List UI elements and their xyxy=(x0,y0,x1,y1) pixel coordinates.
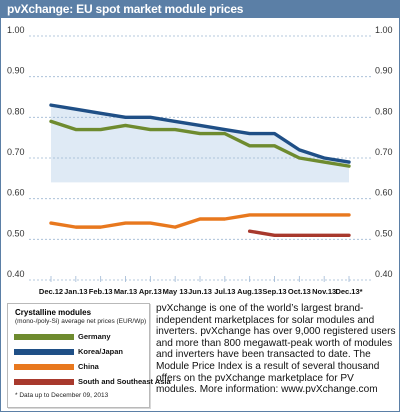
x-tick-label: Dec.13* xyxy=(335,287,362,296)
legend-swatch-germany xyxy=(14,334,74,340)
legend-swatch-south-southeast-asia xyxy=(14,379,74,385)
y-tick-label-right: 0.50 xyxy=(375,228,393,238)
legend-label-south-southeast-asia: South and Southeast Asia xyxy=(78,377,171,386)
x-tick-label: Apr.13 xyxy=(139,287,162,296)
y-tick-label-right: 0.40 xyxy=(375,269,393,279)
y-tick-label-left: 0.80 xyxy=(7,106,25,116)
x-tick-label: Jan.13 xyxy=(64,287,87,296)
x-tick-label: Feb.13 xyxy=(89,287,113,296)
y-tick-label-left: 0.70 xyxy=(7,147,25,157)
y-tick-label-left: 0.40 xyxy=(7,269,25,279)
x-tick-label: May 13 xyxy=(163,287,188,296)
series-line-korea-japan xyxy=(49,103,351,164)
legend-swatch-korea-japan xyxy=(14,349,74,355)
y-tick-label-left: 1.00 xyxy=(7,25,25,35)
x-tick-label: Oct.13 xyxy=(288,287,311,296)
legend-label-china: China xyxy=(78,362,99,371)
legend-swatch-china xyxy=(14,364,74,370)
series-line-china xyxy=(49,213,351,229)
x-tick-label: Mar.13 xyxy=(114,287,137,296)
y-tick-label-left: 0.50 xyxy=(7,228,25,238)
y-tick-label-left: 0.60 xyxy=(7,188,25,198)
chart-title: pvXchange: EU spot market module prices xyxy=(7,2,244,16)
legend-label-korea-japan: Korea/Japan xyxy=(78,347,124,356)
x-tick-label: Jul.13 xyxy=(214,287,235,296)
series-line-germany xyxy=(49,119,351,168)
legend: Crystalline modules (mono-/poly-Si) aver… xyxy=(7,303,171,408)
line-chart: 1.00 1.00 0.90 0.90 0.80 0.80 0.70 0.70 0.60 0.60… xyxy=(7,25,393,296)
y-tick-label-left: 0.90 xyxy=(7,66,25,76)
y-tick-label-right: 0.90 xyxy=(375,66,393,76)
x-tick-label: Dec.12 xyxy=(39,287,63,296)
title-bar: pvXchange: EU spot market module prices xyxy=(1,1,399,18)
legend-footnote: * Data up to December 09, 2013 xyxy=(15,392,109,399)
x-tick-label: Jun.13 xyxy=(188,287,212,296)
y-tick-label-right: 0.60 xyxy=(375,188,393,198)
series-line-south-and-southeast-asia xyxy=(247,229,351,237)
x-tick-label: Sep.13 xyxy=(262,287,286,296)
description-text: pvXchange is one of the world’s largest … xyxy=(156,303,396,396)
x-tick-label: Aug.13 xyxy=(237,287,262,296)
y-tick-label-right: 0.70 xyxy=(375,147,393,157)
legend-subtitle: (mono-/poly-Si) average net prices (EUR/… xyxy=(15,318,147,325)
x-tick-label: Nov.13 xyxy=(312,287,336,296)
legend-label-germany: Germany xyxy=(78,332,111,341)
korea-japan-area-fill xyxy=(51,105,349,183)
y-tick-label-right: 1.00 xyxy=(375,25,393,35)
legend-title: Crystalline modules xyxy=(15,308,92,317)
y-tick-label-right: 0.80 xyxy=(375,106,393,116)
